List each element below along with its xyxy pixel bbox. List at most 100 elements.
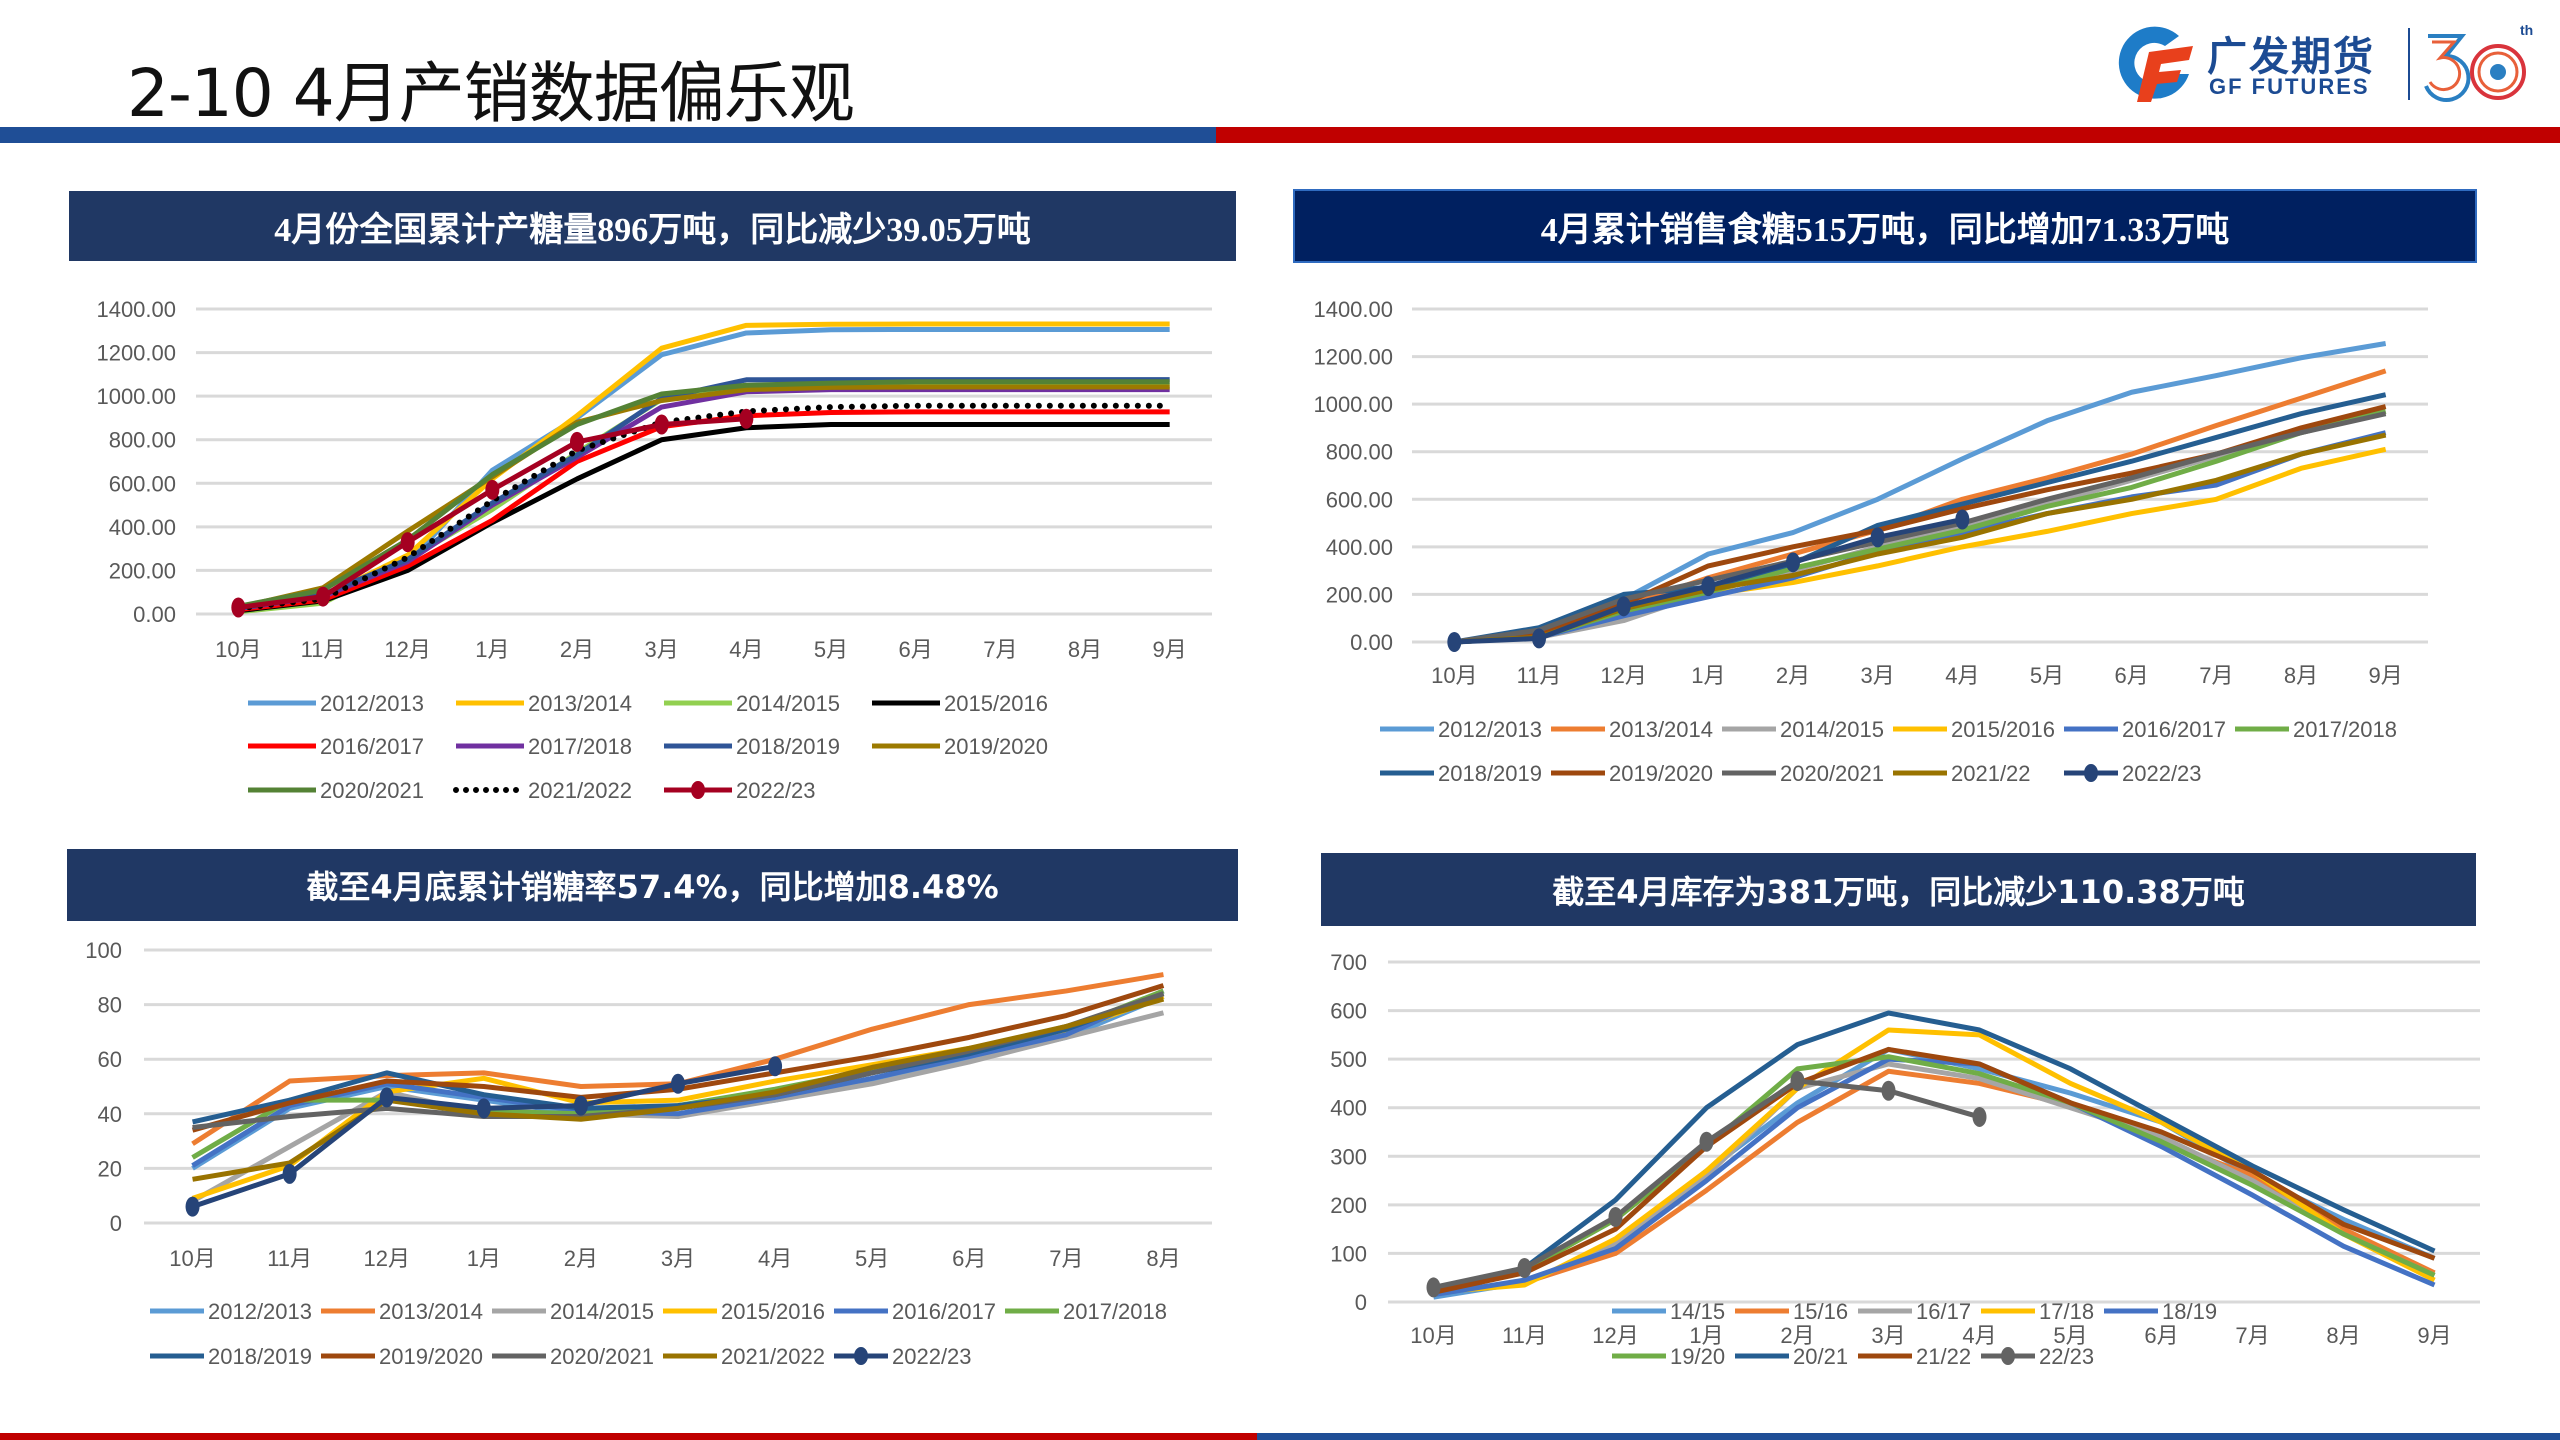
data-point-marker xyxy=(1972,1106,1987,1127)
series-line-16-17 xyxy=(1433,1061,2436,1295)
panel-title-inventory: 截至4月库存为381万吨，同比减少110.38万吨 xyxy=(1321,853,2476,926)
legend-marker xyxy=(2084,764,2098,782)
x-tick-label: 4月 xyxy=(1945,663,1979,688)
y-tick-label: 400.00 xyxy=(1326,535,1393,560)
legend-label: 2020/2021 xyxy=(550,1344,654,1369)
x-tick-label: 7月 xyxy=(983,637,1017,662)
y-tick-label: 600.00 xyxy=(109,471,176,496)
legend-label: 14/15 xyxy=(1670,1299,1725,1324)
legend-label: 16/17 xyxy=(1916,1299,1971,1324)
y-tick-label: 300 xyxy=(1330,1144,1367,1169)
legend-item: 20/21 xyxy=(1735,1344,1848,1369)
legend-item: 2018/2019 xyxy=(150,1344,312,1369)
x-tick-label: 3月 xyxy=(1861,663,1895,688)
x-tick-label: 5月 xyxy=(2030,663,2064,688)
series-line-15-16 xyxy=(1433,1068,2436,1295)
x-tick-label: 6月 xyxy=(2115,663,2149,688)
legend-item: 2016/2017 xyxy=(834,1299,996,1324)
y-tick-label: 60 xyxy=(98,1047,122,1072)
x-tick-label: 7月 xyxy=(1049,1246,1083,1271)
header-bar-red xyxy=(1216,127,2560,143)
y-tick-label: 700 xyxy=(1330,950,1367,975)
legend-label: 2017/2018 xyxy=(528,734,632,759)
y-tick-label: 100 xyxy=(85,938,122,963)
x-tick-label: 3月 xyxy=(645,637,679,662)
legend-label: 2015/2016 xyxy=(721,1299,825,1324)
legend-label: 2019/2020 xyxy=(1609,761,1713,786)
x-tick-label: 5月 xyxy=(814,637,848,662)
legend-item: 18/19 xyxy=(2104,1299,2217,1324)
x-tick-label: 6月 xyxy=(952,1246,986,1271)
data-point-marker xyxy=(1447,632,1462,652)
x-tick-label: 11月 xyxy=(1517,663,1562,688)
x-tick-label: 8月 xyxy=(1146,1246,1180,1271)
data-point-marker xyxy=(1699,1131,1714,1152)
data-point-marker xyxy=(476,1098,491,1119)
legend-label: 2014/2015 xyxy=(550,1299,654,1324)
legend-item: 16/17 xyxy=(1858,1299,1971,1324)
series-line-2012-2013 xyxy=(1454,341,2387,645)
series-line-2022-23 xyxy=(238,416,747,610)
legend-item: 17/18 xyxy=(1981,1299,2094,1324)
legend-item: 14/15 xyxy=(1612,1299,1725,1324)
x-tick-label: 6月 xyxy=(899,637,933,662)
legend-label: 20/21 xyxy=(1793,1344,1848,1369)
legend-item: 2014/2015 xyxy=(492,1299,654,1324)
x-tick-label: 7月 xyxy=(2235,1323,2269,1348)
data-point-marker xyxy=(1616,596,1631,617)
x-tick-label: 5月 xyxy=(855,1246,889,1271)
legend-label: 2012/2013 xyxy=(320,691,424,716)
x-tick-label: 1月 xyxy=(1689,1323,1723,1348)
legend-label: 2022/23 xyxy=(736,778,816,803)
y-tick-label: 600.00 xyxy=(1326,487,1393,512)
legend-label: 2013/2014 xyxy=(1609,717,1713,742)
y-tick-label: 500 xyxy=(1330,1047,1367,1072)
x-tick-label: 12月 xyxy=(1600,663,1646,688)
legend-item: 2016/2017 xyxy=(248,734,424,759)
y-tick-label: 200.00 xyxy=(1326,582,1393,607)
y-tick-label: 80 xyxy=(98,993,122,1018)
y-tick-label: 800.00 xyxy=(1326,440,1393,465)
x-tick-label: 6月 xyxy=(2144,1323,2178,1348)
y-tick-label: 600 xyxy=(1330,999,1367,1024)
legend-label: 2021/2022 xyxy=(721,1344,825,1369)
x-tick-label: 9月 xyxy=(2369,663,2403,688)
y-tick-label: 1200.00 xyxy=(96,341,176,366)
legend-label: 2017/2018 xyxy=(1063,1299,1167,1324)
legend-label: 2017/2018 xyxy=(2293,717,2397,742)
legend-item: 2021/2022 xyxy=(663,1344,825,1369)
legend-marker xyxy=(2001,1347,2015,1365)
legend-item: 2016/2017 xyxy=(2064,717,2226,742)
legend-label: 2020/2021 xyxy=(1780,761,1884,786)
logo-en-text: GF FUTURES xyxy=(2209,74,2370,99)
y-tick-label: 0.00 xyxy=(1350,630,1393,655)
y-tick-label: 1200.00 xyxy=(1313,345,1393,370)
x-tick-label: 11月 xyxy=(267,1246,312,1271)
data-point-marker xyxy=(1608,1207,1623,1227)
legend-label: 2022/23 xyxy=(892,1344,972,1369)
x-tick-label: 10月 xyxy=(1431,663,1477,688)
legend-label: 2022/23 xyxy=(2122,761,2202,786)
legend-item: 2020/2021 xyxy=(492,1344,654,1369)
legend-marker xyxy=(854,1347,868,1365)
legend-item: 2012/2013 xyxy=(248,691,424,716)
x-tick-label: 11月 xyxy=(1502,1323,1547,1348)
data-point-marker xyxy=(1870,527,1885,548)
legend-item: 2015/2016 xyxy=(872,691,1048,716)
y-tick-label: 400 xyxy=(1330,1096,1367,1121)
legend-item: 2013/2014 xyxy=(321,1299,483,1324)
legend-label: 18/19 xyxy=(2162,1299,2217,1324)
series-line-21-22 xyxy=(1432,1046,2436,1295)
logo-cn-text: 广发期货 xyxy=(2207,34,2375,80)
y-tick-label: 0 xyxy=(110,1211,122,1236)
legend-item: 2015/2016 xyxy=(1893,717,2055,742)
y-tick-label: 800.00 xyxy=(109,428,176,453)
data-point-marker xyxy=(671,1073,685,1094)
legend-label: 2013/2014 xyxy=(379,1299,483,1324)
legend-label: 15/16 xyxy=(1793,1299,1848,1324)
data-point-marker xyxy=(1881,1080,1896,1101)
legend-item: 2019/2020 xyxy=(1551,761,1713,786)
series-line-2013-2014 xyxy=(1454,368,2387,645)
chart-3: 0 100 200 300 400 500 600 700 10月 11月 12月 1月 2月 3月 4月 5… xyxy=(1330,950,2480,1369)
